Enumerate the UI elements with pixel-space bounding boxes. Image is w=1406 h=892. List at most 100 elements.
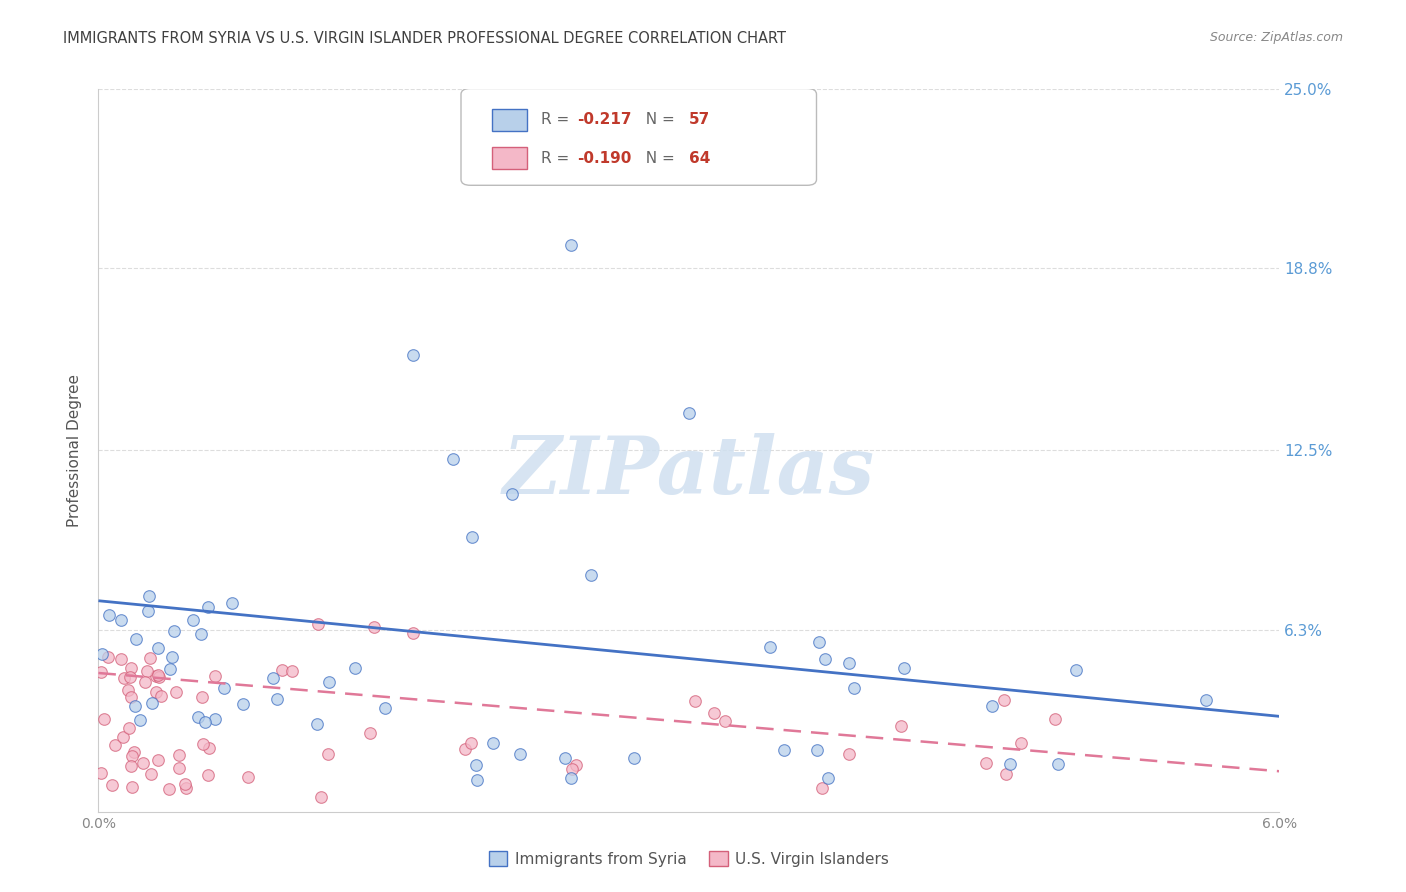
Point bbox=[890, 719, 912, 733]
Point bbox=[145, 669, 167, 683]
Point bbox=[91, 647, 114, 661]
Point bbox=[190, 627, 212, 641]
Point bbox=[146, 667, 169, 681]
FancyBboxPatch shape bbox=[492, 109, 527, 130]
Point bbox=[120, 759, 142, 773]
Text: -0.190: -0.190 bbox=[576, 151, 631, 166]
Point bbox=[893, 660, 915, 674]
Point bbox=[100, 778, 122, 792]
Point bbox=[135, 664, 157, 678]
Point bbox=[363, 620, 385, 634]
Point bbox=[134, 674, 156, 689]
Point bbox=[307, 616, 329, 631]
Point bbox=[974, 756, 997, 770]
Point bbox=[465, 758, 488, 772]
Point bbox=[197, 768, 219, 782]
Point bbox=[159, 663, 181, 677]
Point bbox=[811, 780, 834, 795]
Point bbox=[128, 714, 150, 728]
Point bbox=[145, 685, 167, 699]
Point bbox=[212, 681, 235, 696]
Point bbox=[98, 608, 121, 623]
Point bbox=[190, 690, 212, 705]
Point bbox=[139, 650, 162, 665]
Text: 64: 64 bbox=[689, 151, 710, 166]
Point bbox=[482, 736, 505, 750]
Point bbox=[262, 671, 284, 685]
Point bbox=[561, 762, 583, 776]
Point bbox=[198, 741, 221, 756]
Point bbox=[402, 348, 425, 362]
Text: 57: 57 bbox=[689, 112, 710, 128]
Point bbox=[148, 753, 170, 767]
Point bbox=[110, 613, 132, 627]
Point bbox=[121, 780, 143, 794]
Point bbox=[838, 747, 860, 761]
Point bbox=[104, 739, 127, 753]
Point bbox=[806, 743, 828, 757]
Point bbox=[236, 770, 259, 784]
Point bbox=[124, 745, 146, 759]
Point bbox=[120, 690, 142, 704]
Point bbox=[163, 624, 186, 639]
Point bbox=[149, 690, 172, 704]
Text: N =: N = bbox=[636, 112, 679, 128]
Point bbox=[619, 169, 641, 183]
Point bbox=[157, 781, 180, 796]
Point bbox=[121, 748, 143, 763]
Point bbox=[176, 780, 198, 795]
Point bbox=[980, 698, 1002, 713]
Point bbox=[316, 747, 339, 761]
Point bbox=[97, 649, 120, 664]
Point bbox=[124, 698, 146, 713]
Point bbox=[266, 692, 288, 706]
FancyBboxPatch shape bbox=[461, 88, 817, 186]
Point bbox=[703, 706, 725, 720]
Point bbox=[993, 692, 1015, 706]
Point bbox=[110, 651, 132, 665]
Point bbox=[118, 721, 141, 735]
Point bbox=[560, 238, 582, 252]
Point bbox=[374, 700, 396, 714]
Point bbox=[465, 772, 488, 787]
Point bbox=[460, 736, 482, 750]
Point bbox=[181, 613, 204, 627]
Point bbox=[148, 670, 170, 684]
Point bbox=[311, 789, 333, 804]
Point bbox=[461, 530, 484, 544]
Point bbox=[141, 696, 163, 710]
Point bbox=[232, 697, 254, 711]
Point bbox=[501, 487, 523, 501]
Point bbox=[998, 757, 1021, 772]
Point bbox=[994, 767, 1017, 781]
Point bbox=[117, 683, 139, 698]
Point bbox=[93, 712, 115, 726]
Point bbox=[817, 771, 839, 785]
Legend: Immigrants from Syria, U.S. Virgin Islanders: Immigrants from Syria, U.S. Virgin Islan… bbox=[482, 845, 896, 872]
Point bbox=[807, 635, 830, 649]
Point bbox=[174, 777, 197, 791]
Point bbox=[204, 668, 226, 682]
Point bbox=[136, 604, 159, 618]
Point bbox=[112, 730, 135, 744]
Point bbox=[204, 712, 226, 726]
Text: -0.217: -0.217 bbox=[576, 112, 631, 128]
Text: N =: N = bbox=[636, 151, 679, 166]
Point bbox=[1047, 756, 1070, 771]
Point bbox=[683, 694, 706, 708]
Point bbox=[554, 751, 576, 765]
Point bbox=[141, 767, 163, 781]
Point bbox=[146, 641, 169, 656]
Text: R =: R = bbox=[541, 151, 575, 166]
Point bbox=[191, 737, 214, 751]
Text: Source: ZipAtlas.com: Source: ZipAtlas.com bbox=[1209, 31, 1343, 45]
Point bbox=[131, 756, 153, 770]
Point bbox=[197, 599, 219, 614]
Point bbox=[402, 625, 425, 640]
Point bbox=[1010, 736, 1032, 750]
Point bbox=[579, 567, 602, 582]
Point bbox=[138, 589, 160, 603]
Text: IMMIGRANTS FROM SYRIA VS U.S. VIRGIN ISLANDER PROFESSIONAL DEGREE CORRELATION CH: IMMIGRANTS FROM SYRIA VS U.S. VIRGIN ISL… bbox=[63, 31, 786, 46]
Point bbox=[305, 717, 328, 731]
Point bbox=[167, 748, 190, 763]
